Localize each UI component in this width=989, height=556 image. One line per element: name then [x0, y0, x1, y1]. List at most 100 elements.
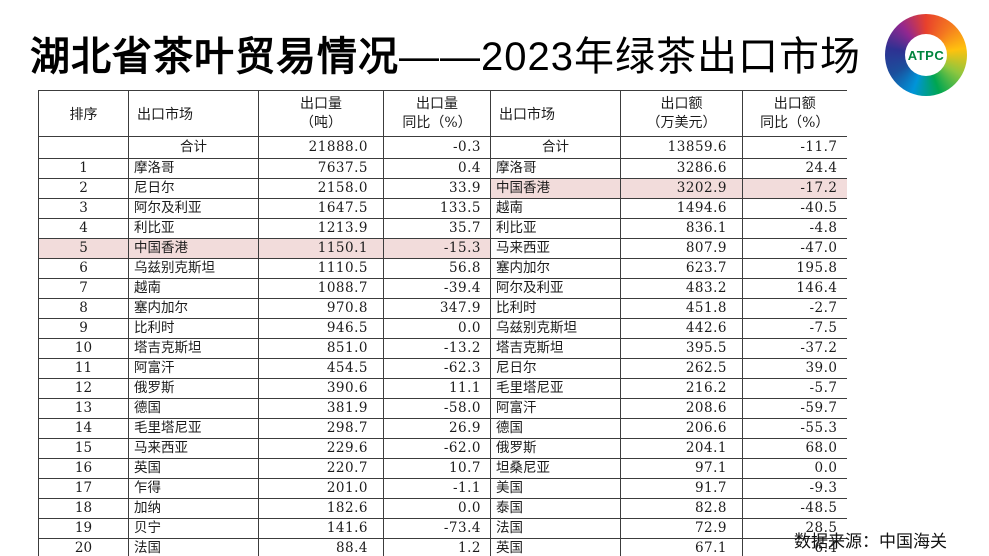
volume-market-cell: 摩洛哥: [128, 158, 259, 179]
table-row: 20 法国 88.4 1.2 英国 67.1 6.4: [38, 538, 847, 556]
table-body: 合计 21888.0 -0.3 合计 13859.6 -11.7 1 摩洛哥 763…: [38, 136, 847, 556]
value-market-cell: 毛里塔尼亚: [490, 378, 621, 399]
volume-market-cell: 加纳: [128, 498, 259, 519]
table-row: 17 乍得 201.0 -1.1 美国 91.7 -9.3: [38, 478, 847, 499]
volume-yoy-cell: 11.1: [383, 378, 491, 399]
value-market-cell: 塔吉克斯坦: [490, 338, 621, 359]
table-row: 3 阿尔及利亚 1647.5 133.5 越南 1494.6 -40.5: [38, 198, 847, 219]
volume-market-cell: 阿富汗: [128, 358, 259, 379]
volume-cell: 1110.5: [258, 258, 384, 279]
volume-market-cell: 法国: [128, 538, 259, 556]
volume-market-cell: 塞内加尔: [128, 298, 259, 319]
table-row: 14 毛里塔尼亚 298.7 26.9 德国 206.6 -55.3: [38, 418, 847, 439]
rank-cell: 13: [38, 398, 129, 419]
volume-cell: 454.5: [258, 358, 384, 379]
page-title: 湖北省茶叶贸易情况——2023年绿茶出口市场: [30, 24, 861, 82]
volume-cell: 2158.0: [258, 178, 384, 199]
volume-yoy-cell: 10.7: [383, 458, 491, 479]
volume-market-cell: 中国香港: [128, 238, 259, 259]
volume-market-cell: 马来西亚: [128, 438, 259, 459]
value-market-cell: 中国香港: [490, 178, 621, 199]
volume-yoy-cell: -62.0: [383, 438, 491, 459]
col-header-rank: 排序: [38, 90, 129, 137]
table-row: 6 乌兹别克斯坦 1110.5 56.8 塞内加尔 623.7 195.8: [38, 258, 847, 279]
value-yoy-cell: 28.5: [742, 518, 847, 539]
rank-cell: 3: [38, 198, 129, 219]
volume-cell: 21888.0: [258, 136, 384, 159]
rank-cell: 4: [38, 218, 129, 239]
volume-cell: 946.5: [258, 318, 384, 339]
volume-market-cell: 比利时: [128, 318, 259, 339]
value-yoy-cell: -5.7: [742, 378, 847, 399]
col-header-value-line1: 出口额: [660, 95, 703, 112]
volume-cell: 88.4: [258, 538, 384, 556]
volume-yoy-cell: -0.3: [383, 136, 491, 159]
rank-cell: 14: [38, 418, 129, 439]
rank-cell: 17: [38, 478, 129, 499]
volume-yoy-cell: 1.2: [383, 538, 491, 556]
rank-cell: 9: [38, 318, 129, 339]
table-row: 9 比利时 946.5 0.0 乌兹别克斯坦 442.6 -7.5: [38, 318, 847, 339]
value-market-cell: 越南: [490, 198, 621, 219]
col-header-value-line2: （万美元）: [646, 114, 717, 131]
value-cell: 1494.6: [620, 198, 743, 219]
volume-cell: 851.0: [258, 338, 384, 359]
rank-cell: [38, 136, 129, 159]
value-cell: 216.2: [620, 378, 743, 399]
volume-cell: 1647.5: [258, 198, 384, 219]
value-market-cell: 坦桑尼亚: [490, 458, 621, 479]
title-main: 湖北省茶叶贸易情况: [30, 35, 399, 79]
volume-yoy-cell: 35.7: [383, 218, 491, 239]
export-market-table: 排序 出口市场 出口量 （吨） 出口量 同比（%） 出口市场 出口额 （万美元）…: [38, 90, 847, 556]
value-market-cell: 俄罗斯: [490, 438, 621, 459]
value-market-cell: 乌兹别克斯坦: [490, 318, 621, 339]
rank-cell: 7: [38, 278, 129, 299]
volume-cell: 381.9: [258, 398, 384, 419]
rank-cell: 16: [38, 458, 129, 479]
value-market-cell: 利比亚: [490, 218, 621, 239]
volume-market-cell: 阿尔及利亚: [128, 198, 259, 219]
value-market-cell: 比利时: [490, 298, 621, 319]
col-header-value-yoy-line2: 同比（%）: [760, 114, 830, 131]
value-yoy-cell: -59.7: [742, 398, 847, 419]
volume-cell: 220.7: [258, 458, 384, 479]
col-header-value-yoy: 出口额 同比（%）: [742, 90, 847, 137]
table-row: 18 加纳 182.6 0.0 泰国 82.8 -48.5: [38, 498, 847, 519]
rank-cell: 11: [38, 358, 129, 379]
table-row: 2 尼日尔 2158.0 33.9 中国香港 3202.9 -17.2: [38, 178, 847, 199]
table-header-row: 排序 出口市场 出口量 （吨） 出口量 同比（%） 出口市场 出口额 （万美元）…: [38, 90, 847, 137]
col-header-volume-line2: （吨）: [300, 114, 342, 131]
value-market-cell: 德国: [490, 418, 621, 439]
value-market-cell: 尼日尔: [490, 358, 621, 379]
value-yoy-cell: -4.8: [742, 218, 847, 239]
table-row: 15 马来西亚 229.6 -62.0 俄罗斯 204.1 68.0: [38, 438, 847, 459]
rank-cell: 18: [38, 498, 129, 519]
volume-yoy-cell: -62.3: [383, 358, 491, 379]
col-header-volume: 出口量 （吨）: [258, 90, 384, 137]
volume-cell: 298.7: [258, 418, 384, 439]
col-header-volume-yoy-line1: 出口量: [416, 95, 458, 112]
value-yoy-cell: -9.3: [742, 478, 847, 499]
value-yoy-cell: -48.5: [742, 498, 847, 519]
value-cell: 395.5: [620, 338, 743, 359]
col-header-volume-yoy: 出口量 同比（%）: [383, 90, 491, 137]
table-row: 10 塔吉克斯坦 851.0 -13.2 塔吉克斯坦 395.5 -37.2: [38, 338, 847, 359]
table-row: 11 阿富汗 454.5 -62.3 尼日尔 262.5 39.0: [38, 358, 847, 379]
value-market-cell: 马来西亚: [490, 238, 621, 259]
value-yoy-cell: -37.2: [742, 338, 847, 359]
value-market-cell: 阿尔及利亚: [490, 278, 621, 299]
table-row: 13 德国 381.9 -58.0 阿富汗 208.6 -59.7: [38, 398, 847, 419]
logo-text: ATPC: [907, 47, 945, 63]
rank-cell: 19: [38, 518, 129, 539]
value-cell: 623.7: [620, 258, 743, 279]
value-yoy-cell: -11.7: [742, 136, 847, 159]
rank-cell: 1: [38, 158, 129, 179]
volume-market-cell: 合计: [128, 136, 259, 159]
value-cell: 483.2: [620, 278, 743, 299]
volume-yoy-cell: 26.9: [383, 418, 491, 439]
value-yoy-cell: 195.8: [742, 258, 847, 279]
value-yoy-cell: -40.5: [742, 198, 847, 219]
volume-yoy-cell: -1.1: [383, 478, 491, 499]
value-yoy-cell: -2.7: [742, 298, 847, 319]
